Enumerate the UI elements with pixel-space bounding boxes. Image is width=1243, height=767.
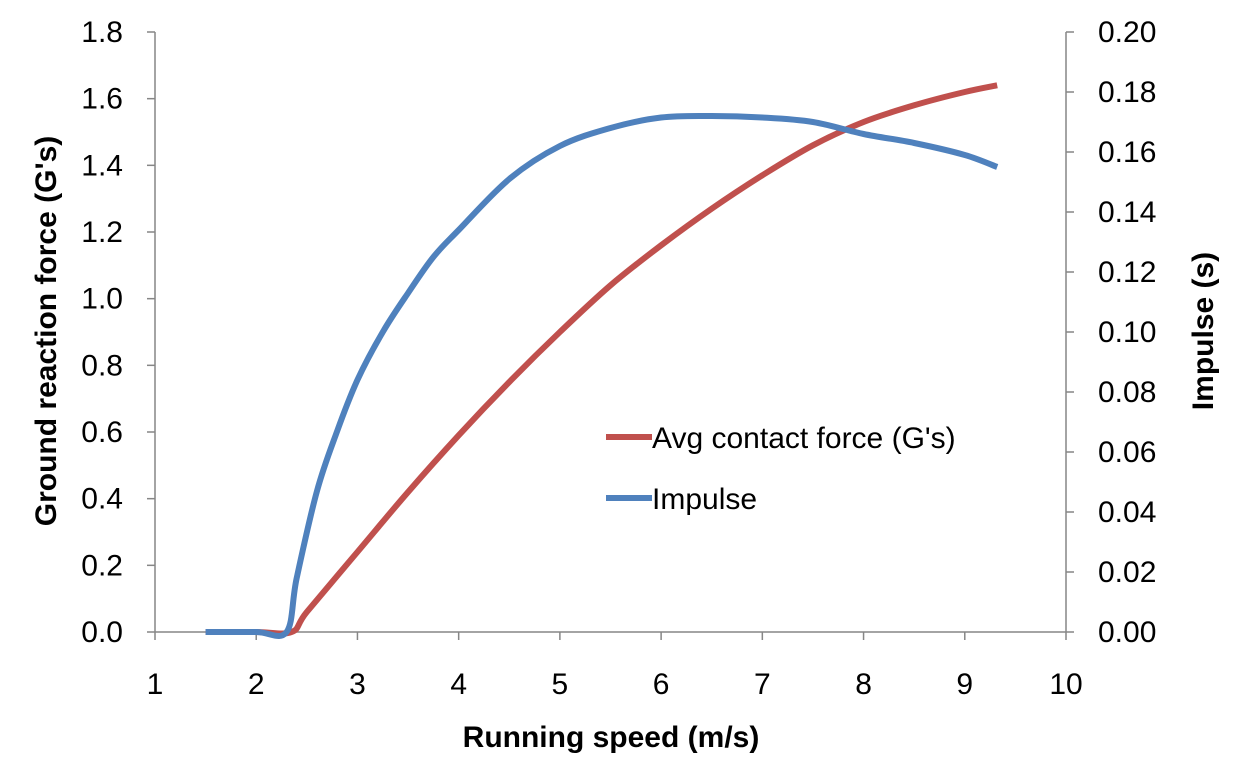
x-tick-label: 7 <box>754 668 771 701</box>
tick-labels: 1 2 3 4 5 6 7 8 9 10 0.0 0.2 0.4 0.6 0.8 1.0 1.2 1.4 1.6 1.… <box>81 16 1156 701</box>
y-tick-label: 0.4 <box>81 483 123 516</box>
x-tick-label: 8 <box>855 668 872 701</box>
plot-lines <box>205 82 999 639</box>
y2-tick-label: 0.20 <box>1098 16 1156 49</box>
y2-tick-label: 0.16 <box>1098 136 1156 169</box>
y-tick-label: 1.0 <box>81 283 123 316</box>
y2-tick-label: 0.14 <box>1098 196 1156 229</box>
x-axis-title: Running speed (m/s) <box>463 721 760 754</box>
series-line-force <box>205 82 998 637</box>
x-tick-label: 10 <box>1049 668 1082 701</box>
y-tick-label: 1.4 <box>81 149 123 182</box>
x-tick-label: 9 <box>956 668 973 701</box>
y2-tick-label: 0.04 <box>1098 496 1156 529</box>
y-tick-label: 0.0 <box>81 616 123 649</box>
series-line-impulse <box>205 112 999 639</box>
y2-tick-label: 0.18 <box>1098 76 1156 109</box>
y-tick-label: 0.8 <box>81 349 123 382</box>
y2-axis-title: Impulse (s) <box>1187 252 1220 410</box>
legend-label-force: Avg contact force (G's) <box>652 422 956 455</box>
y2-tick-label: 0.00 <box>1098 616 1156 649</box>
legend: Avg contact force (G's) Impulse <box>606 422 956 516</box>
x-tick-label: 1 <box>147 668 164 701</box>
y-tick-label: 0.6 <box>81 416 123 449</box>
y-tick-label: 1.2 <box>81 216 123 249</box>
legend-label-impulse: Impulse <box>652 483 757 516</box>
y2-tick-label: 0.10 <box>1098 316 1156 349</box>
y-tick-label: 0.2 <box>81 549 123 582</box>
y2-tick-label: 0.02 <box>1098 556 1156 589</box>
y-tick-label: 1.8 <box>81 16 123 49</box>
x-tick-label: 2 <box>248 668 265 701</box>
y2-tick-label: 0.06 <box>1098 436 1156 469</box>
y-tick-label: 1.6 <box>81 83 123 116</box>
x-tick-label: 3 <box>349 668 366 701</box>
x-tick-label: 5 <box>552 668 569 701</box>
x-tick-label: 6 <box>653 668 670 701</box>
y2-tick-label: 0.08 <box>1098 376 1156 409</box>
axes <box>147 31 1074 640</box>
y2-tick-label: 0.12 <box>1098 256 1156 289</box>
y-axis-title: Ground reaction force (G's) <box>30 136 63 527</box>
x-tick-label: 4 <box>450 668 467 701</box>
